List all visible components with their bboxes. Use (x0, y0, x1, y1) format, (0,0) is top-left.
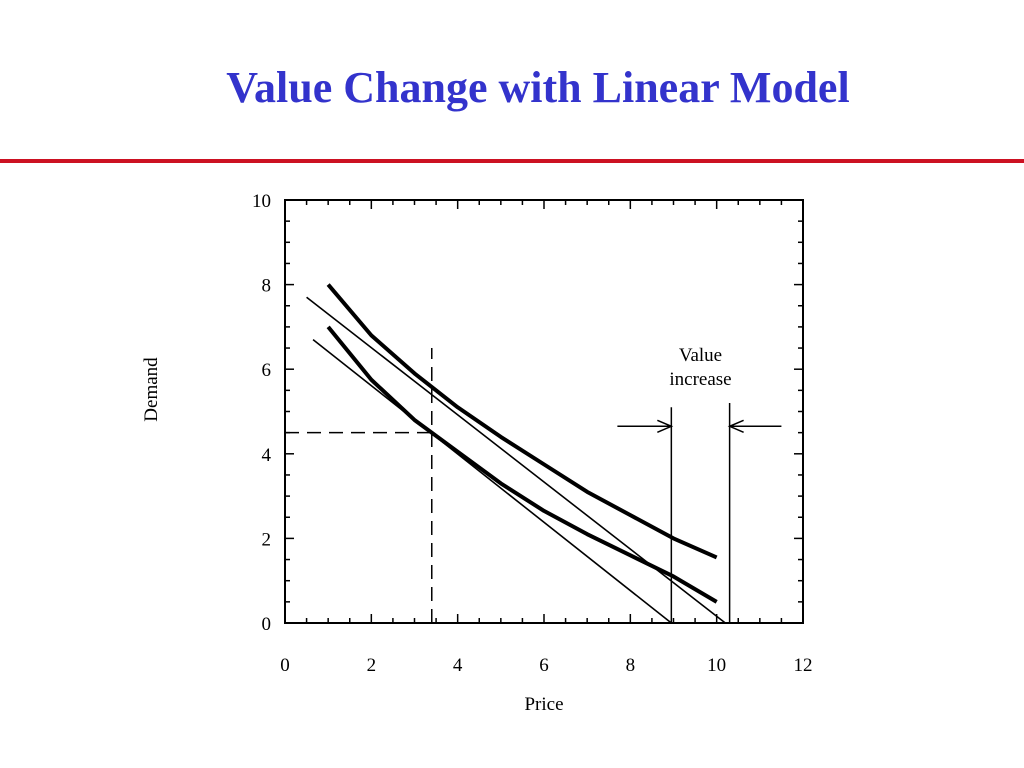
y-tick-label: 6 (262, 360, 272, 381)
x-axis-label: Price (524, 694, 563, 715)
value-increase-label-line2: increase (669, 369, 731, 390)
y-tick-label: 10 (252, 191, 271, 212)
y-tick-label: 4 (262, 445, 272, 466)
y-axis-label: Demand (141, 357, 162, 422)
x-tick-label: 2 (367, 655, 377, 676)
value-increase-arrows (617, 419, 782, 433)
linear-model-line-3 (306, 296, 726, 624)
demand-curve-1 (326, 283, 718, 560)
x-tick-label: 8 (626, 655, 636, 676)
arrow-head (727, 419, 744, 433)
arrow-head (657, 419, 674, 433)
x-tick-label: 0 (280, 655, 290, 676)
y-tick-label: 0 (262, 614, 272, 635)
x-tick-label: 4 (453, 655, 463, 676)
reference-lines (285, 348, 731, 623)
y-tick-label: 8 (262, 276, 272, 297)
x-tick-label: 12 (794, 655, 813, 676)
linear-model-line-4 (312, 338, 672, 624)
plot-frame (284, 199, 804, 624)
tick-marks (284, 199, 804, 624)
x-tick-label: 6 (539, 655, 549, 676)
tick-labels: 0 2 4 6 8 10 12 0 2 4 6 8 10 (252, 191, 813, 676)
title-divider (0, 159, 1024, 163)
series-lines (306, 283, 726, 624)
x-tick-label: 10 (707, 655, 726, 676)
y-tick-label: 2 (262, 529, 272, 550)
slide-title: Value Change with Linear Model (226, 63, 850, 112)
value-increase-label-line1: Value (679, 345, 722, 366)
